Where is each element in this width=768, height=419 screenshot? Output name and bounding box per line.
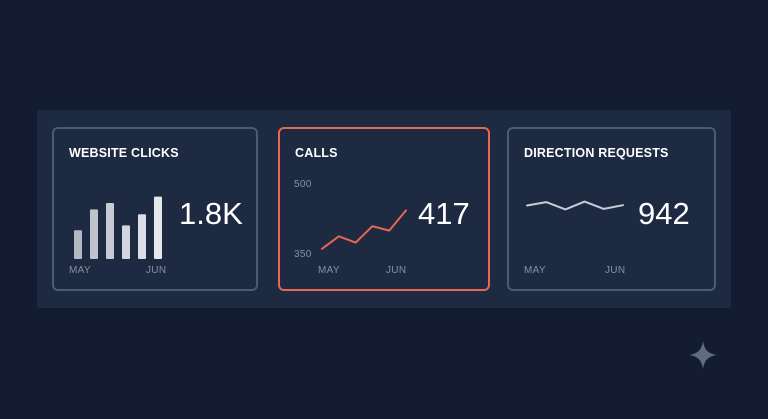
card-title: DIRECTION REQUESTS [524, 146, 669, 160]
bar [154, 196, 162, 259]
website-clicks-bar-chart [74, 196, 162, 259]
bar [90, 209, 98, 259]
calls-card[interactable]: CALLS 500 350 417 MAY JUN [278, 127, 490, 291]
metric-value: 1.8K [179, 196, 243, 231]
bar [122, 225, 130, 259]
x-axis-start-label: MAY [524, 265, 546, 276]
series-line [321, 209, 407, 250]
bar [138, 214, 146, 259]
x-axis-start-label: MAY [69, 265, 91, 276]
x-axis-start-label: MAY [318, 265, 340, 276]
direction-requests-line-chart [526, 200, 624, 211]
card-title: CALLS [295, 146, 338, 160]
x-axis-end-label: JUN [146, 265, 167, 276]
sparkle-icon [689, 341, 717, 369]
x-axis-end-label: JUN [605, 265, 626, 276]
metric-value: 417 [418, 196, 470, 231]
series-line [526, 200, 624, 211]
metric-value: 942 [638, 196, 690, 231]
y-axis-top-label: 500 [294, 179, 312, 190]
y-axis-bottom-label: 350 [294, 249, 312, 260]
bar [106, 203, 114, 259]
x-axis-end-label: JUN [386, 265, 407, 276]
card-title: WEBSITE CLICKS [69, 146, 179, 160]
calls-line-chart [321, 209, 407, 250]
direction-requests-card[interactable]: DIRECTION REQUESTS 942 MAY JUN [507, 127, 716, 291]
website-clicks-card[interactable]: WEBSITE CLICKS 1.8K MAY JUN [52, 127, 258, 291]
bar [74, 230, 82, 259]
